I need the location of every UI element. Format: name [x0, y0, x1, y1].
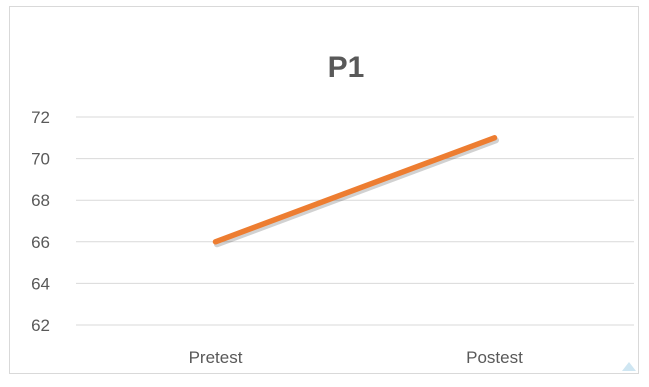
series-lines [215, 138, 496, 245]
x-tick-label: Postest [466, 348, 523, 367]
series-line-shadow [217, 140, 496, 244]
y-tick-label: 70 [31, 150, 50, 169]
gridlines [76, 117, 634, 325]
y-tick-label: 72 [31, 108, 50, 127]
series-line-0 [216, 138, 495, 242]
chart-frame: P1 62 64 66 68 70 72 Pretest Postest [9, 6, 639, 374]
y-tick-label: 68 [31, 191, 50, 210]
corner-marker [622, 362, 636, 371]
y-tick-label: 66 [31, 233, 50, 252]
x-axis-tick-labels: Pretest Postest [189, 348, 524, 367]
chart-title: P1 [328, 51, 365, 84]
y-tick-label: 62 [31, 316, 50, 335]
line-chart: P1 62 64 66 68 70 72 Pretest Postest [10, 7, 649, 387]
y-axis-tick-labels: 62 64 66 68 70 72 [31, 108, 50, 335]
x-tick-label: Pretest [189, 348, 243, 367]
y-tick-label: 64 [31, 274, 50, 293]
